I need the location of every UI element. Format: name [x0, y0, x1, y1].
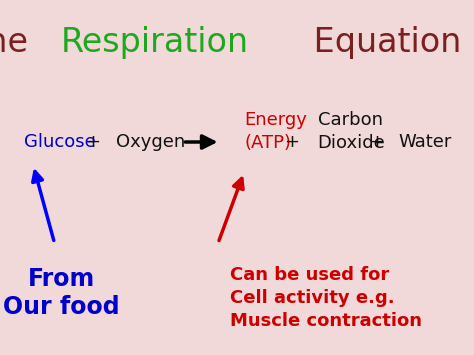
Text: +: + — [369, 133, 384, 151]
Text: Can be used for
Cell activity e.g.
Muscle contraction: Can be used for Cell activity e.g. Muscl… — [230, 266, 422, 330]
Text: Energy
(ATP): Energy (ATP) — [244, 110, 307, 152]
Text: +: + — [284, 133, 299, 151]
Text: Carbon
Dioxide: Carbon Dioxide — [318, 110, 385, 152]
Text: Oxygen: Oxygen — [116, 133, 185, 151]
Text: Water: Water — [398, 133, 452, 151]
Text: Equation: Equation — [303, 26, 461, 59]
Text: Respiration: Respiration — [60, 26, 248, 59]
Text: Glucose: Glucose — [24, 133, 95, 151]
Text: The: The — [0, 26, 39, 59]
Text: From
Our food: From Our food — [3, 267, 120, 319]
Text: +: + — [85, 133, 100, 151]
